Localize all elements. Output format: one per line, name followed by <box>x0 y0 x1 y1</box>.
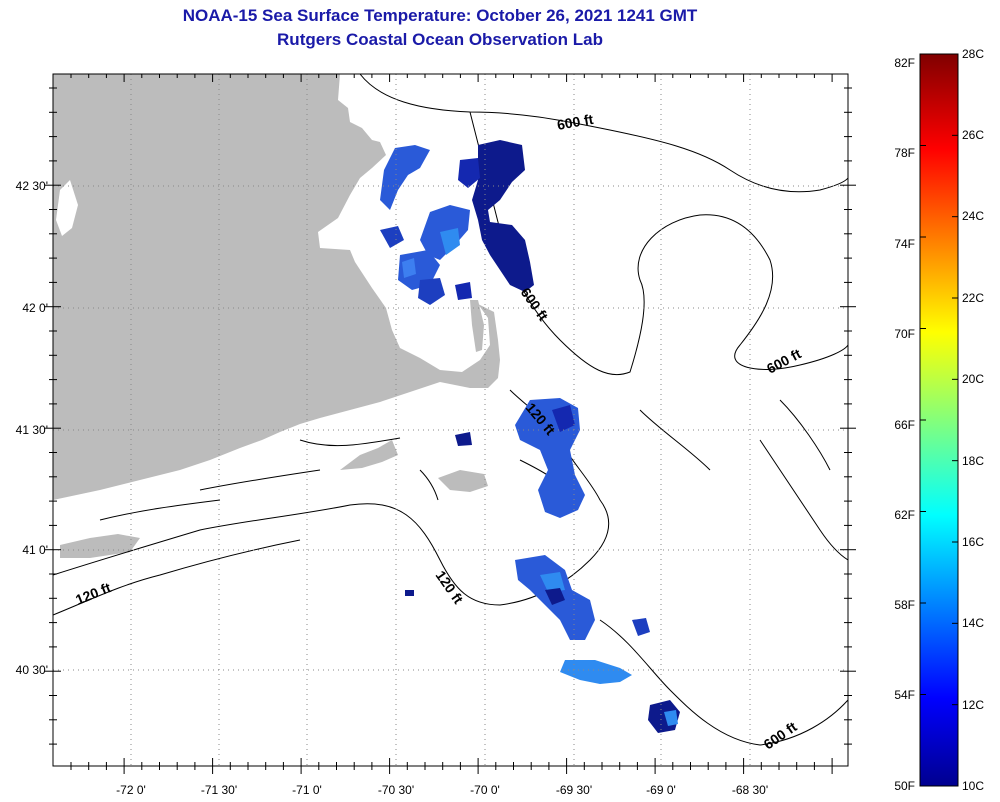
depth-label: 120 ft <box>73 579 113 608</box>
depth-label: 600 ft <box>556 111 595 133</box>
land-marthas-vineyard <box>340 440 398 470</box>
land-block-island <box>60 534 140 558</box>
lon-label: -71 30' <box>201 783 237 797</box>
colorbar-f-label: 58F <box>894 598 915 612</box>
land-massachusetts <box>53 74 500 500</box>
colorbar-f-label: 66F <box>894 418 915 432</box>
land-nantucket <box>438 470 488 492</box>
lon-label: -68 30' <box>732 783 768 797</box>
land-rhode-island-cutout <box>56 180 78 236</box>
colorbar-ticks <box>920 53 958 787</box>
colorbar-f-label: 62F <box>894 508 915 522</box>
colorbar-f-label: 50F <box>894 779 915 793</box>
lat-label: 41 30' <box>16 423 48 437</box>
lon-label: -69 0' <box>646 783 676 797</box>
colorbar-c-label: 18C <box>962 454 984 468</box>
colorbar-c-label: 26C <box>962 128 984 142</box>
colorbar-f-label: 78F <box>894 146 915 160</box>
map-title: NOAA-15 Sea Surface Temperature: October… <box>182 6 698 25</box>
lat-label: 41 0' <box>22 543 48 557</box>
lon-label: -70 0' <box>470 783 500 797</box>
lat-label: 40 30' <box>16 663 48 677</box>
colorbar-c-label: 20C <box>962 372 984 386</box>
lat-lon-grid <box>53 74 848 766</box>
lon-label: -72 0' <box>116 783 146 797</box>
lon-label: -70 30' <box>378 783 414 797</box>
lon-label: -71 0' <box>292 783 322 797</box>
colorbar-f-label: 54F <box>894 688 915 702</box>
colorbar-c-label: 22C <box>962 291 984 305</box>
colorbar-c-label: 24C <box>962 209 984 223</box>
colorbar-c-label: 12C <box>962 698 984 712</box>
colorbar-c-label: 14C <box>962 616 984 630</box>
colorbar-f-label: 82F <box>894 56 915 70</box>
colorbar-c-label: 16C <box>962 535 984 549</box>
lat-label: 42 0' <box>22 301 48 315</box>
colorbar-f-label: 74F <box>894 237 915 251</box>
colorbar-f-label: 70F <box>894 327 915 341</box>
depth-label: 600 ft <box>518 285 552 324</box>
depth-label: 120 ft <box>433 568 467 607</box>
lat-label: 42 30' <box>16 179 48 193</box>
map-frame <box>52 73 849 767</box>
lon-label: -69 30' <box>556 783 592 797</box>
frame-ticks <box>45 74 856 774</box>
colorbar-c-label: 28C <box>962 47 984 61</box>
depth-label: 600 ft <box>761 718 800 752</box>
depth-label: 600 ft <box>764 345 804 376</box>
land-monomoy <box>470 300 484 352</box>
map-subtitle: Rutgers Coastal Ocean Observation Lab <box>277 30 603 49</box>
colorbar-c-label: 10C <box>962 779 984 793</box>
sst-data-patches <box>380 140 680 733</box>
